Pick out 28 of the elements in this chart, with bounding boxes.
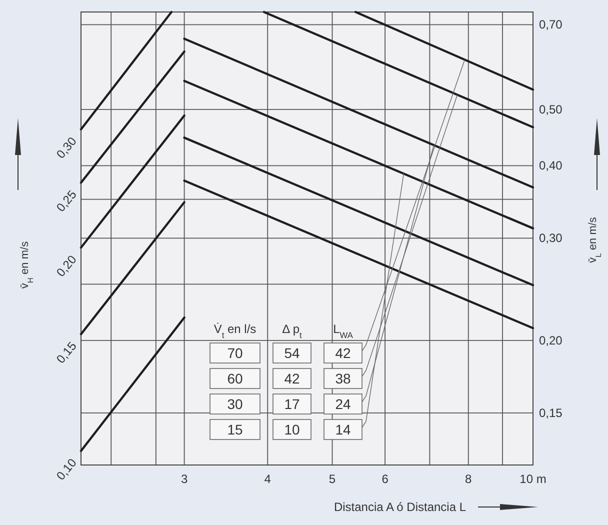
annotation: 15 [227,422,243,438]
annotation: 70 [227,345,243,361]
annotation: 60 [227,370,243,386]
y-tick-label: 0,20 [539,333,563,348]
x-tick-label: 10 m [520,472,546,486]
x-axis-title: Distancia A ó Distancia L [334,500,466,514]
annotation: 17 [284,396,300,412]
x-tick-label: 6 [382,472,389,486]
x-tick-label: 3 [180,472,188,486]
x-tick-label: 5 [328,472,336,486]
annotation: V̇$_{t}$ en l/s [214,322,256,340]
annotation: 24 [335,396,351,412]
x-tick-label: 4 [264,472,272,486]
y-tick-label: 0,50 [539,102,563,116]
annotation: 14 [335,422,351,438]
y-tick-label: 0,40 [539,158,563,173]
annotation: 38 [335,370,351,386]
annotation: L$_{WA}$ [333,322,354,340]
y-tick-label: 0,15 [539,406,563,420]
annotation: 42 [335,345,351,361]
annotation: 42 [284,370,300,386]
x-tick-label: 8 [465,472,472,486]
y-tick-label: 0,70 [539,18,563,32]
annotation: 10 [284,422,300,438]
annotation: 30 [227,396,243,412]
y-tick-label: 0,30 [539,231,563,246]
annotation: Δ p$_{t}$ [282,322,303,340]
annotation: 54 [284,345,300,361]
